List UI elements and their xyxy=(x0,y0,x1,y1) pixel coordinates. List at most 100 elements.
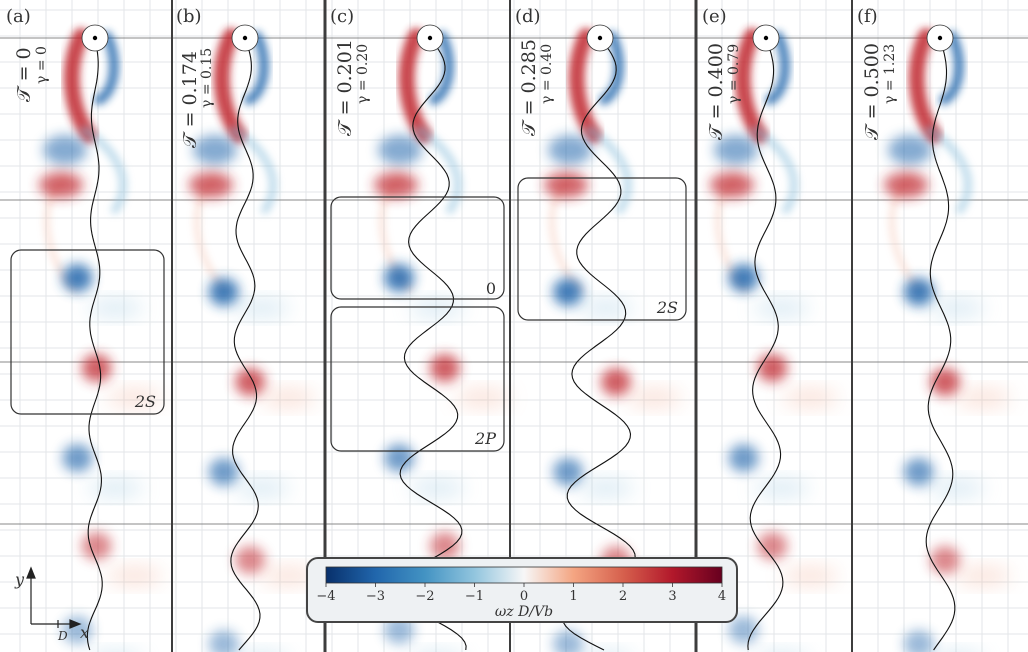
vortex xyxy=(430,354,460,382)
colorbar-tick-label: 3 xyxy=(668,589,676,604)
vortex xyxy=(430,532,460,560)
vortex xyxy=(62,264,92,292)
vortex xyxy=(729,444,759,472)
x-axis-label: x xyxy=(80,623,89,642)
vortex xyxy=(888,135,932,165)
vortex xyxy=(189,172,233,198)
vortex xyxy=(87,300,143,316)
shear-layer xyxy=(72,36,89,135)
vortex xyxy=(710,172,754,198)
colorbar-tick-label: −1 xyxy=(465,589,484,604)
gamma-value-e: γ = 0.79 xyxy=(726,44,742,104)
panel-label-c: (c) xyxy=(330,6,354,27)
vortex xyxy=(235,368,265,396)
tau-value-a: 𝒯 = 0 xyxy=(13,47,35,102)
shear-layer xyxy=(577,36,594,135)
gamma-value-c: γ = 0.20 xyxy=(355,44,371,104)
vortex xyxy=(754,480,810,496)
cylinder-center xyxy=(764,36,768,40)
vortex xyxy=(409,300,465,316)
vortex xyxy=(729,264,759,292)
vortex xyxy=(455,390,511,406)
cylinder-center xyxy=(93,36,97,40)
vortex xyxy=(929,300,985,316)
colorbar-tick-label: 4 xyxy=(718,589,726,604)
colorbar-gradient xyxy=(326,567,722,583)
vortex xyxy=(209,630,239,652)
vortex xyxy=(553,278,583,306)
vortex xyxy=(209,458,239,486)
panel-label-f: (f) xyxy=(857,6,878,27)
shear-layer xyxy=(917,36,934,135)
colorbar-tick-label: 2 xyxy=(619,589,627,604)
vortex xyxy=(374,172,418,198)
gamma-value-a: γ = 0 xyxy=(34,46,50,84)
cylinder-center xyxy=(243,36,247,40)
colorbar-ticks: −4 −3 −2 −1 0 1 2 3 4 xyxy=(316,583,726,604)
vortex xyxy=(754,300,810,316)
shear-layer xyxy=(743,36,760,135)
mode-box-c-0 xyxy=(331,197,504,299)
vortex xyxy=(544,172,588,198)
tau-value-c: 𝒯 = 0.201 xyxy=(334,39,356,136)
vortex xyxy=(929,480,985,496)
colorbar-panel: −4 −3 −2 −1 0 1 2 3 4 ωz D/Vb xyxy=(306,557,738,623)
vortex xyxy=(82,532,112,560)
gamma-value-d: γ = 0.40 xyxy=(539,44,555,104)
colorbar-tick-label: −4 xyxy=(316,589,335,604)
cylinder-center xyxy=(598,36,602,40)
vortex xyxy=(39,172,83,198)
colorbar-label: ωz D/Vb xyxy=(495,604,553,620)
vortex xyxy=(904,630,934,652)
mode-label-c-bottom: 2P xyxy=(474,429,496,448)
vortex xyxy=(782,390,838,406)
shear-layer xyxy=(407,36,424,135)
vortex xyxy=(260,390,316,406)
colorbar-tick-label: 1 xyxy=(569,589,577,604)
vortex xyxy=(378,135,422,165)
gamma-value-f: γ = 1.23 xyxy=(882,44,898,104)
colorbar: −4 −3 −2 −1 0 1 2 3 4 ωz D/Vb xyxy=(308,559,736,621)
vortex xyxy=(757,354,787,382)
tau-value-b: 𝒯 = 0.174 xyxy=(179,51,201,148)
vortex xyxy=(234,480,290,496)
vortex xyxy=(235,546,265,574)
panel-label-b: (b) xyxy=(176,6,202,27)
diameter-label: D xyxy=(57,629,68,643)
vortex xyxy=(107,568,163,584)
vortex xyxy=(930,546,960,574)
gamma-value-b: γ = 0.15 xyxy=(199,48,215,108)
mode-label-c-top: 0 xyxy=(486,279,496,298)
panel-label-e: (e) xyxy=(702,6,727,27)
vortex xyxy=(553,458,583,486)
vortex xyxy=(234,300,290,316)
tau-value-e: 𝒯 = 0.400 xyxy=(705,43,727,140)
vortex xyxy=(904,278,934,306)
vortex xyxy=(757,532,787,560)
vortex xyxy=(548,135,592,165)
vortex xyxy=(62,444,92,472)
colorbar-tick-label: 0 xyxy=(520,589,528,604)
vortex xyxy=(626,390,682,406)
vortex xyxy=(884,172,928,198)
panel-label-d: (d) xyxy=(515,6,541,27)
vortex xyxy=(955,390,1011,406)
vortex xyxy=(553,630,583,652)
vortex xyxy=(384,264,414,292)
mode-label-a: 2S xyxy=(134,392,156,411)
y-axis-label: y xyxy=(14,570,25,589)
tau-value-d: 𝒯 = 0.285 xyxy=(518,39,540,136)
vortex xyxy=(955,568,1011,584)
shear-layer xyxy=(222,36,239,135)
vortex xyxy=(601,368,631,396)
tau-value-f: 𝒯 = 0.500 xyxy=(861,43,883,140)
cylinder-center xyxy=(428,36,432,40)
cylinder-center xyxy=(938,36,942,40)
vortex xyxy=(82,354,112,382)
vortex xyxy=(578,480,634,496)
vortex xyxy=(782,568,838,584)
mode-label-d: 2S xyxy=(656,298,678,317)
vortex xyxy=(409,480,465,496)
colorbar-tick-label: −3 xyxy=(366,589,385,604)
